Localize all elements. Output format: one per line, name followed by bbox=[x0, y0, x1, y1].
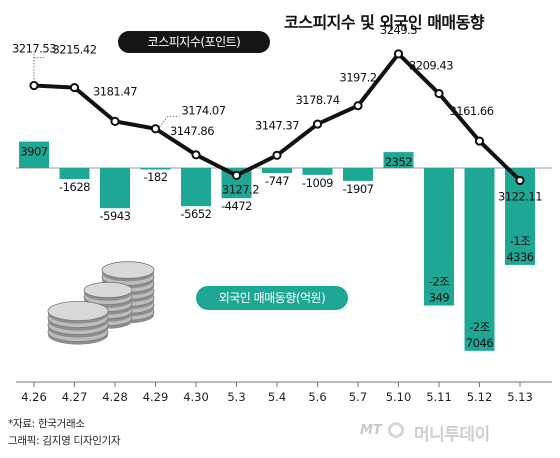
bar-value-label-line: -1조 bbox=[510, 234, 531, 248]
bar-value-label-line: -2조 bbox=[429, 275, 450, 289]
kospi-value-label: 3197.2 bbox=[339, 71, 376, 85]
bar-value-label-line: 2352 bbox=[385, 155, 412, 169]
chart-title: 코스피지수 및 외국인 매매동향 bbox=[284, 13, 485, 32]
leader-4.29 bbox=[159, 116, 180, 127]
kospi-value-label: 3174.07 bbox=[181, 104, 225, 118]
bar-value-label-line: -747 bbox=[265, 174, 289, 188]
kospi-point-4.30 bbox=[191, 150, 201, 160]
x-tick-label: 5.7 bbox=[349, 390, 367, 404]
brand-mt-text: MT bbox=[360, 423, 382, 438]
bar-4.26 bbox=[19, 141, 49, 168]
bar-value-label: -2조 349 bbox=[429, 275, 450, 305]
bar-value-label: -182 bbox=[143, 170, 167, 184]
x-tick-label: 5.6 bbox=[308, 390, 326, 404]
kospi-value-label: 3178.74 bbox=[295, 93, 339, 107]
x-tick-label: 5.13 bbox=[507, 390, 533, 404]
kospi-value-label: 3122.11 bbox=[498, 189, 542, 203]
bar-value-label: -1조 4336 bbox=[506, 234, 533, 264]
kospi-point-5.4 bbox=[272, 150, 282, 160]
kospi-point-4.28 bbox=[110, 116, 120, 126]
kospi-point-5.12 bbox=[474, 136, 485, 146]
bar-value-label-line: -1907 bbox=[343, 182, 374, 196]
bar-value-label-line: 3907 bbox=[20, 145, 47, 159]
legend-kospi: 코스피지수(포인트) bbox=[118, 31, 270, 53]
kospi-point-5.10 bbox=[393, 49, 404, 59]
x-tick-label: 5.3 bbox=[227, 390, 245, 404]
kospi-line bbox=[33, 51, 522, 182]
kospi-value-label: 3217.53 bbox=[12, 41, 56, 55]
bar-5.10 bbox=[383, 152, 414, 168]
source-note: *자료: 한국거래소 bbox=[8, 418, 85, 430]
bar-value-label-line: -2조 bbox=[469, 320, 490, 334]
bar-value-label: -2조 7046 bbox=[466, 320, 493, 350]
x-tick-label: 4.28 bbox=[102, 390, 128, 404]
x-tick-label: 5.11 bbox=[426, 390, 452, 404]
bar-5.6 bbox=[302, 168, 333, 175]
bar-5.4 bbox=[262, 168, 292, 174]
coin-stack-mid-coin-face bbox=[83, 281, 133, 299]
kospi-value-label: 3215.42 bbox=[52, 43, 96, 57]
brand-logo: MT 머니투데이 bbox=[360, 420, 550, 445]
bar-value-label: -5943 bbox=[100, 209, 131, 223]
bar-value-label: -5652 bbox=[181, 207, 212, 221]
bar-5.12 bbox=[464, 168, 495, 351]
bar-value-label: 2352 bbox=[385, 155, 412, 169]
bar-value-label-line: 349 bbox=[429, 291, 450, 305]
bar-value-label-line: -4472 bbox=[221, 199, 252, 213]
x-tick-label: 5.4 bbox=[268, 390, 286, 404]
kospi-point-5.11 bbox=[434, 88, 444, 99]
kospi-value-label: 3147.86 bbox=[170, 124, 214, 138]
bar-5.7 bbox=[343, 168, 373, 181]
kospi-point-5.7 bbox=[353, 101, 363, 111]
bar-value-label: -1907 bbox=[343, 182, 374, 196]
legend-foreign: 외국인 매매동향(억원) bbox=[196, 286, 348, 310]
kospi-point-4.29 bbox=[150, 124, 161, 134]
coins-illustration bbox=[47, 261, 155, 345]
kospi-point-4.26 bbox=[29, 80, 39, 91]
kospi-value-label: 3147.37 bbox=[255, 118, 299, 132]
bar-value-label-line: 7046 bbox=[466, 336, 493, 350]
bar-value-label: 3907 bbox=[20, 145, 47, 159]
bar-5.11 bbox=[424, 168, 454, 306]
bar-value-label-line: -5652 bbox=[181, 207, 212, 221]
x-tick-label: 4.27 bbox=[62, 390, 88, 404]
bar-value-label: -1628 bbox=[59, 180, 90, 194]
bar-value-label: -747 bbox=[265, 174, 289, 188]
kospi-value-label: 3127.2 bbox=[222, 182, 259, 196]
kospi-value-label: 3209.43 bbox=[409, 59, 453, 73]
coin-stack-front-coin-face bbox=[47, 300, 109, 321]
bar-value-label-line: -1628 bbox=[59, 180, 90, 194]
kospi-value-label: 3181.47 bbox=[93, 84, 137, 98]
x-tick-label: 4.29 bbox=[143, 390, 169, 404]
chart-canvas: 3907 -1628 -5943 -182 -5652 -4472 -747 -1009 -19… bbox=[12, 23, 552, 404]
bar-value-label-line: -182 bbox=[143, 170, 167, 184]
x-tick-label: 4.30 bbox=[183, 390, 209, 404]
bar-value-label-line: 4336 bbox=[506, 250, 533, 264]
kospi-value-label: 3249.3 bbox=[380, 23, 417, 37]
brand-ring-icon bbox=[388, 422, 404, 438]
bar-4.27 bbox=[59, 168, 90, 180]
brand-name-text: 머니투데이 bbox=[414, 425, 490, 445]
kospi-point-5.3 bbox=[231, 170, 242, 180]
bar-value-label-line: -1009 bbox=[302, 176, 333, 190]
bar-4.28 bbox=[100, 168, 130, 209]
kospi-point-5.13 bbox=[515, 175, 525, 186]
bar-value-label: -1009 bbox=[302, 176, 333, 190]
kospi-value-label: 3161.66 bbox=[449, 104, 493, 118]
kospi-point-5.6 bbox=[312, 119, 323, 129]
x-tick-label: 5.12 bbox=[467, 390, 493, 404]
x-tick-label: 5.10 bbox=[386, 390, 412, 404]
coin-stack-back-coin-face bbox=[101, 261, 155, 279]
x-tick-label: 4.26 bbox=[21, 390, 47, 404]
bar-4.29 bbox=[140, 168, 171, 170]
bar-4.30 bbox=[181, 168, 211, 207]
kospi-point-4.27 bbox=[69, 82, 80, 93]
bar-value-label: -4472 bbox=[221, 199, 252, 213]
graphic-credit: 그래픽: 김지영 디자인기자 bbox=[8, 435, 121, 447]
bar-value-label-line: -5943 bbox=[100, 209, 131, 223]
